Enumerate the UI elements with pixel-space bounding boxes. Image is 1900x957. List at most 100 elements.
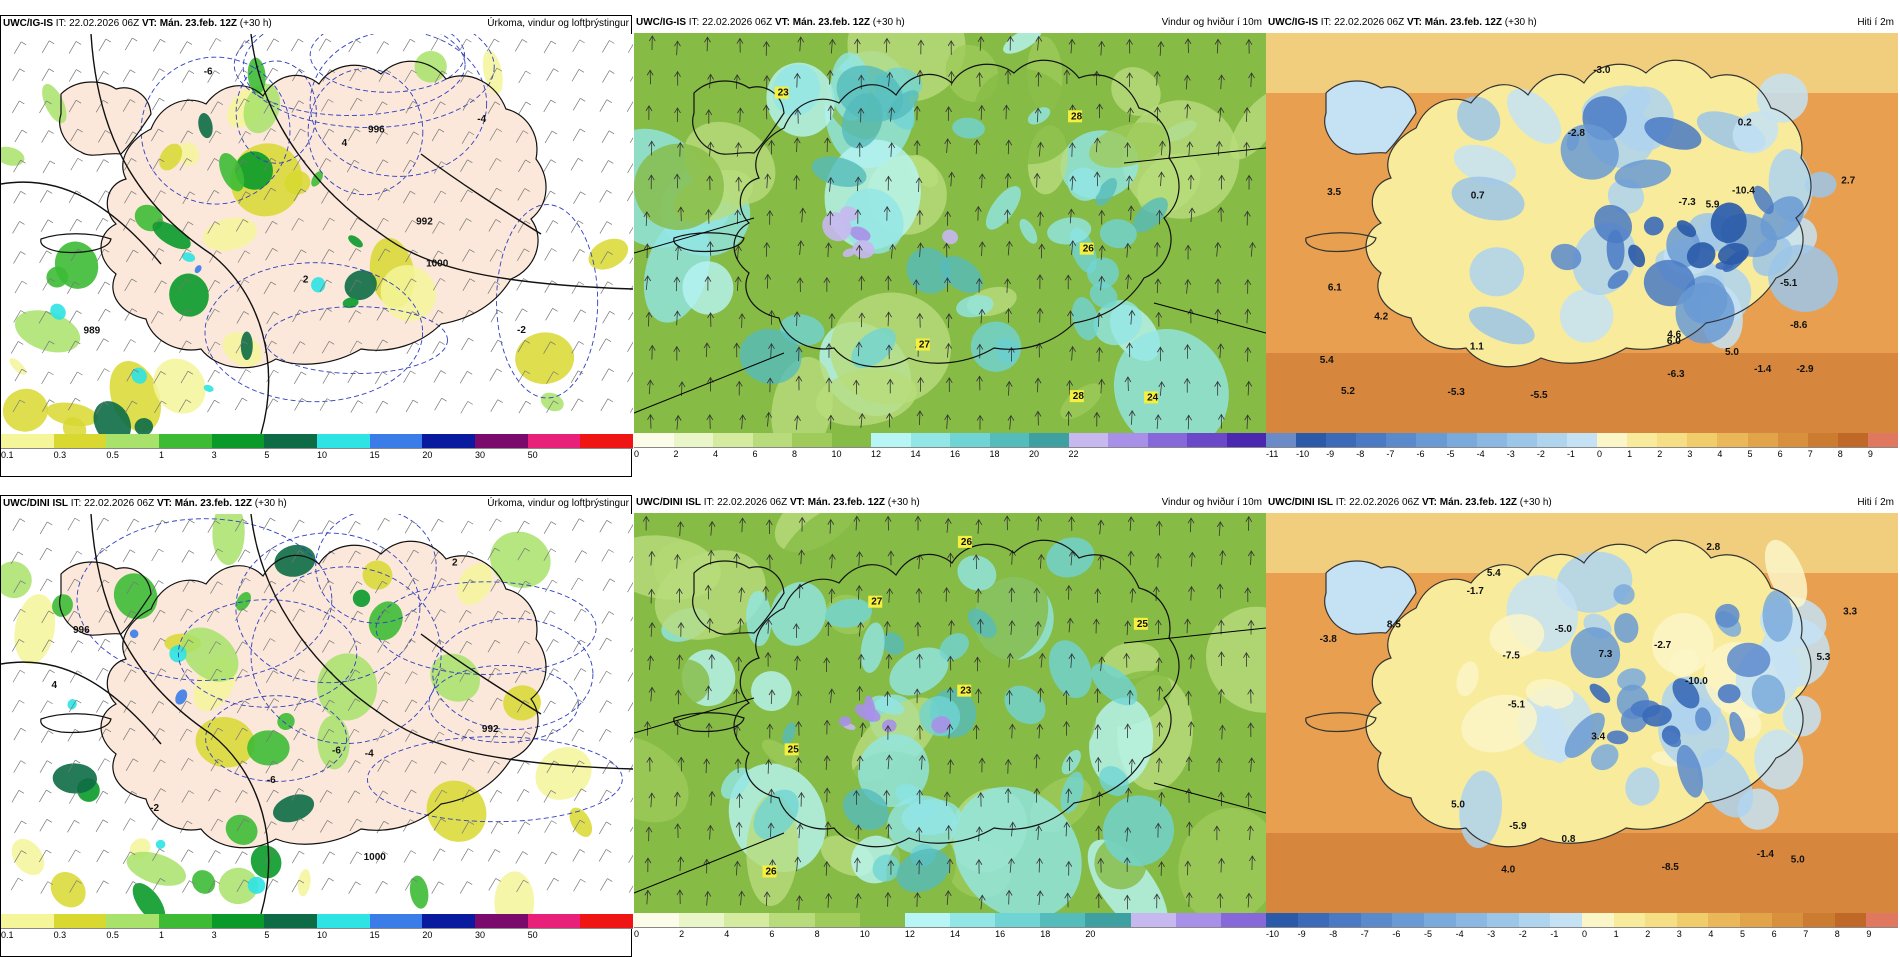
colorbar-swatch — [264, 434, 317, 448]
colorbar-swatch — [753, 433, 793, 447]
panel-igis-temp: UWC/IG-IS IT: 22.02.2026 06Z VT: Mán. 23… — [1266, 15, 1898, 477]
colorbar-swatch — [950, 913, 995, 927]
colorbar-swatch — [1507, 433, 1537, 447]
colorbar-swatch — [1567, 433, 1597, 447]
colorbar-swatch — [950, 433, 990, 447]
colorbar-tick-label: 1 — [1614, 929, 1619, 939]
map-value-label: 1000 — [426, 259, 449, 270]
map-value-label: -6 — [204, 66, 213, 77]
colorbar-swatch — [528, 914, 581, 928]
colorbar-swatch — [1740, 913, 1772, 927]
colorbar-swatch — [370, 434, 423, 448]
vt-value: Mán. 23.feb. 12Z — [793, 17, 870, 28]
map-value-label: -7.3 — [1679, 197, 1697, 208]
map-value-label: -6.3 — [1667, 369, 1685, 380]
colorbar-swatch — [1537, 433, 1567, 447]
map-value-label: 26 — [1083, 244, 1095, 255]
map-value-label: 5.9 — [1706, 200, 1720, 211]
panel-header-left: UWC/IG-IS IT: 22.02.2026 06Z VT: Mán. 23… — [636, 15, 905, 31]
panel-header-left: UWC/DINI ISL IT: 22.02.2026 06Z VT: Mán.… — [3, 496, 287, 512]
vt-label: VT: — [1407, 17, 1422, 28]
colorbar-swatch — [1361, 913, 1393, 927]
colorbar-tick-label: -1 — [1567, 449, 1575, 459]
panel-dini-wind: UWC/DINI ISL IT: 22.02.2026 06Z VT: Mán.… — [634, 495, 1266, 957]
colorbar-tick-label: 0.3 — [54, 450, 67, 460]
colorbar-tick-label: 3 — [212, 450, 217, 460]
colorbar-tick-label: 12 — [905, 929, 915, 939]
panel-header: UWC/DINI ISL IT: 22.02.2026 06Z VT: Mán.… — [1266, 495, 1898, 511]
colorbar-tick-label: 8 — [1838, 449, 1843, 459]
model-name: UWC/IG-IS — [636, 17, 686, 28]
map-value-label: -2 — [150, 803, 159, 814]
colorbar-tick-label: 9 — [1866, 929, 1871, 939]
colorbar-tick-label: 20 — [422, 450, 432, 460]
vt-value: Mán. 23.feb. 12Z — [175, 498, 252, 509]
colorbar-tick-label: -3 — [1507, 449, 1515, 459]
panel-header-left: UWC/DINI ISL IT: 22.02.2026 06Z VT: Mán.… — [1268, 495, 1552, 511]
map-value-label: 27 — [871, 597, 883, 608]
colorbar-tick-label: -9 — [1298, 929, 1306, 939]
it-value: 22.02.2026 06Z — [69, 18, 139, 29]
colorbar-tick-label: 6 — [1778, 449, 1783, 459]
field-title: Úrkoma, vindur og loftþrýstingur — [487, 16, 629, 32]
colorbar-tick-label: -4 — [1456, 929, 1464, 939]
map-value-label: -5.3 — [1448, 387, 1466, 398]
map-value-label: -5.0 — [1555, 624, 1573, 635]
colorbar-swatch — [832, 433, 872, 447]
colorbar-swatch — [1416, 433, 1446, 447]
colorbar-swatch — [815, 913, 860, 927]
colorbar-tick-label: 1 — [1627, 449, 1632, 459]
colorbar-swatch — [1803, 913, 1835, 927]
colorbar-swatch — [106, 434, 159, 448]
map-value-label: 992 — [482, 724, 499, 735]
colorbar-swatch — [1868, 433, 1898, 447]
colorbar-swatch — [1677, 913, 1709, 927]
colorbar-swatch — [1069, 433, 1109, 447]
map-value-label: 5.0 — [1791, 855, 1805, 866]
colorbar-tick-label: -2 — [1537, 449, 1545, 459]
colorbar-tick-label: 6 — [1772, 929, 1777, 939]
colorbar-swatch — [1687, 433, 1717, 447]
colorbar-tick-label: -11 — [1266, 449, 1278, 459]
colorbar-tick-label: 14 — [950, 929, 960, 939]
lead-time: (+30 h) — [888, 497, 920, 508]
map-value-label: 26 — [765, 866, 777, 877]
colorbar-swatch — [1, 434, 54, 448]
colorbar-swatch — [370, 914, 423, 928]
colorbar-swatch — [212, 434, 265, 448]
field-title: Hiti í 2m — [1857, 15, 1894, 31]
colorbar-swatch — [1447, 433, 1477, 447]
map-value-label: -3.0 — [1593, 65, 1611, 76]
colorbar-swatch — [317, 434, 370, 448]
colorbar-swatch — [475, 914, 528, 928]
colorbar-swatch — [475, 434, 528, 448]
colorbar-swatch — [1838, 433, 1868, 447]
panel-header-left: UWC/IG-IS IT: 22.02.2026 06Z VT: Mán. 23… — [1268, 15, 1537, 31]
map-value-label: 8.5 — [1387, 619, 1401, 630]
colorbar-tick-label: -4 — [1477, 449, 1485, 459]
colorbar-tick-label: 12 — [871, 449, 881, 459]
colorbar-tick-label: -8 — [1356, 449, 1364, 459]
colorbar-swatch — [990, 433, 1030, 447]
colorbar-tick-label: 3 — [212, 930, 217, 940]
map-value-label: 989 — [84, 326, 101, 337]
colorbar-tick-label: -10 — [1296, 449, 1309, 459]
colorbar-tick-label: 30 — [475, 450, 485, 460]
it-label: IT: — [1321, 17, 1332, 28]
colorbar-swatch — [1227, 433, 1267, 447]
lead-time: (+30 h) — [240, 18, 272, 29]
colorbar-swatch — [1326, 433, 1356, 447]
colorbar-swatches — [634, 913, 1266, 927]
colorbar-tick-label: 10 — [317, 450, 327, 460]
colorbar-tick-label: 16 — [995, 929, 1005, 939]
colorbar-swatch — [1597, 433, 1627, 447]
colorbar-swatch — [1040, 913, 1085, 927]
map-value-label: 5.4 — [1487, 568, 1501, 579]
